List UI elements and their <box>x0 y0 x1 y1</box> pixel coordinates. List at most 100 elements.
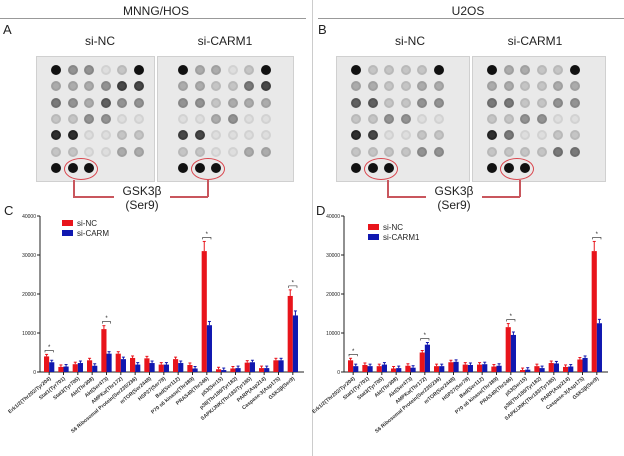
bar-si-CARM1 <box>496 365 502 372</box>
array-spot <box>367 113 378 124</box>
panel-a-connector-right <box>207 180 209 197</box>
array-spot <box>487 97 497 108</box>
array-spot <box>520 146 530 157</box>
array-spot <box>227 146 238 157</box>
array-spot <box>536 97 547 108</box>
bar-si-NC <box>462 364 468 372</box>
array-spot <box>487 162 497 173</box>
bar-si-NC <box>101 329 107 372</box>
bar-si-NC <box>115 353 121 372</box>
bar-si-CARM <box>292 315 298 372</box>
gsk3b-highlight-ring <box>363 157 398 180</box>
array-spot <box>84 97 94 108</box>
y-tick-label: 30000 <box>326 253 340 259</box>
array-spot <box>417 97 427 108</box>
array-spot <box>433 97 444 108</box>
bar-si-NC <box>376 366 382 372</box>
bar-si-CARM <box>178 363 184 372</box>
bar-si-NC <box>187 364 193 372</box>
legend-swatch-red <box>368 224 379 230</box>
array-spot <box>84 81 94 92</box>
significance-bracket <box>348 354 358 357</box>
array-spot <box>536 65 547 75</box>
array-spot <box>117 113 127 124</box>
bar-si-NC <box>158 364 164 372</box>
array-spot <box>520 130 530 141</box>
legend-item-si-nc: si-NC <box>368 222 419 232</box>
bar-si-NC <box>259 368 265 372</box>
bar-si-CARM1 <box>482 364 488 372</box>
legend-swatch-red <box>62 220 73 226</box>
significance-bracket <box>288 285 298 288</box>
bar-si-CARM1 <box>568 366 574 372</box>
array-spot <box>520 65 530 75</box>
significance-bracket <box>592 237 602 240</box>
array-spot <box>503 146 514 157</box>
y-tick-label: 0 <box>337 370 340 376</box>
bar-si-CARM <box>135 364 141 372</box>
array-spot <box>67 130 78 141</box>
panel-b-condition-si-carm1: si-CARM1 <box>507 34 563 48</box>
array-spot <box>244 146 254 157</box>
panel-letter-a: A <box>3 22 12 37</box>
bar-chart-d: 010000200003000040000Erk1/2(Thr202/Tyr20… <box>312 214 608 435</box>
bar-si-CARM <box>49 362 55 372</box>
bar-si-NC <box>591 251 597 372</box>
array-spot <box>553 146 563 157</box>
array-spot <box>503 130 514 141</box>
array-spot <box>100 146 111 157</box>
array-blot-a-si-carm1 <box>157 56 294 182</box>
array-spot <box>417 65 427 75</box>
panel-b-condition-si-nc: si-NC <box>395 34 425 48</box>
array-spot <box>133 65 144 75</box>
bar-si-NC <box>534 366 540 372</box>
array-spot <box>211 81 221 92</box>
y-tick-label: 10000 <box>326 331 340 337</box>
array-spot <box>51 97 61 108</box>
column-divider <box>312 0 313 456</box>
bar-si-CARM1 <box>596 323 602 372</box>
array-spot <box>351 146 361 157</box>
array-spot <box>84 146 94 157</box>
bar-si-CARM1 <box>367 366 373 372</box>
significance-star: * <box>292 280 295 286</box>
panel-a-connector-left <box>73 180 75 197</box>
significance-star: * <box>424 333 427 339</box>
array-spot <box>536 113 547 124</box>
bar-si-CARM <box>63 366 69 372</box>
panel-d-legend: si-NC si-CARM1 <box>368 222 419 242</box>
bar-si-NC <box>287 295 293 372</box>
bar-si-NC <box>448 362 454 372</box>
significance-star: * <box>596 232 599 238</box>
array-spot <box>100 65 111 75</box>
array-spot <box>178 113 188 124</box>
y-tick-label: 10000 <box>22 331 36 337</box>
array-spot <box>351 113 361 124</box>
bar-si-CARM <box>206 325 212 372</box>
significance-star: * <box>352 349 355 355</box>
array-spot <box>569 146 580 157</box>
array-spot <box>227 81 238 92</box>
legend-item-si-nc: si-NC <box>62 218 109 228</box>
panel-a-gsk3b-label: GSK3β (Ser9) <box>114 184 170 212</box>
array-spot <box>244 97 254 108</box>
bar-si-CARM <box>221 370 227 372</box>
bar-si-NC <box>362 364 368 372</box>
bar-si-CARM1 <box>424 344 430 372</box>
array-spot <box>244 113 254 124</box>
bar-si-CARM1 <box>510 334 516 372</box>
array-spot <box>520 97 530 108</box>
significance-star: * <box>48 345 51 351</box>
array-spot <box>384 97 394 108</box>
array-spot <box>260 113 271 124</box>
array-spot <box>569 113 580 124</box>
array-spot <box>433 146 444 157</box>
array-spot <box>178 65 188 75</box>
bar-si-NC <box>58 366 64 372</box>
array-spot <box>433 130 444 141</box>
y-tick-label: 30000 <box>22 253 36 259</box>
array-spot <box>487 113 497 124</box>
array-spot <box>100 113 111 124</box>
array-spot <box>569 81 580 92</box>
array-spot <box>384 146 394 157</box>
